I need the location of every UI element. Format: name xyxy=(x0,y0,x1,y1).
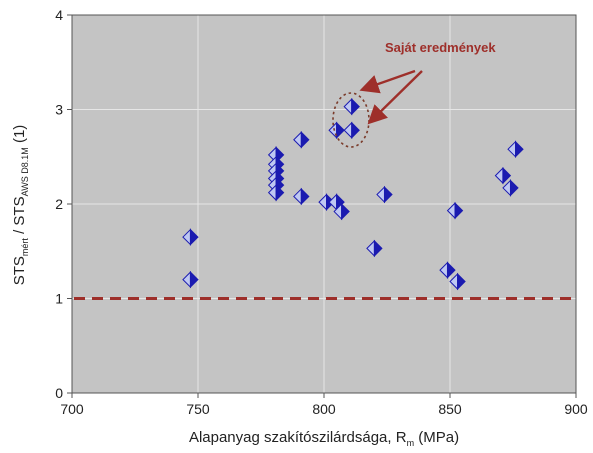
x-axis-title: Alapanyag szakítószilárdsága, Rm (MPa) xyxy=(189,429,459,448)
annotation-arrow-lower xyxy=(367,70,423,125)
data-point xyxy=(328,121,345,139)
data-point xyxy=(507,140,524,158)
data-point xyxy=(446,201,464,220)
x-tick-label: 900 xyxy=(564,401,588,417)
data-point xyxy=(449,272,466,291)
data-point xyxy=(293,187,310,206)
data-point xyxy=(502,179,519,197)
data-point xyxy=(267,183,285,202)
x-tick-label: 700 xyxy=(60,401,84,417)
axis-ticks: 700 750 800 850 900 0 1 2 3 4 xyxy=(55,7,588,417)
y-tick-label: 4 xyxy=(55,7,63,23)
annotation-arrow-upper xyxy=(359,69,416,94)
data-points xyxy=(182,97,524,291)
data-point xyxy=(494,166,512,185)
y-tick-label: 3 xyxy=(55,102,63,118)
y-axis-title: STSmért / STSAWS D8.1M (1) xyxy=(11,125,30,286)
x-tick-label: 750 xyxy=(186,401,210,417)
x-tick-label: 800 xyxy=(312,401,336,417)
annotation-label: Saját eredmények xyxy=(385,40,496,55)
data-point xyxy=(343,97,360,116)
data-point xyxy=(293,131,310,149)
data-point xyxy=(366,239,383,258)
y-tick-label: 1 xyxy=(55,291,63,307)
data-point xyxy=(333,202,350,221)
data-point xyxy=(182,228,199,246)
y-tick-label: 0 xyxy=(55,385,63,401)
data-point xyxy=(439,261,456,279)
data-point xyxy=(182,270,199,289)
data-point xyxy=(376,185,393,204)
data-point xyxy=(343,121,360,139)
y-tick-label: 2 xyxy=(55,196,63,212)
x-tick-label: 850 xyxy=(438,401,462,417)
